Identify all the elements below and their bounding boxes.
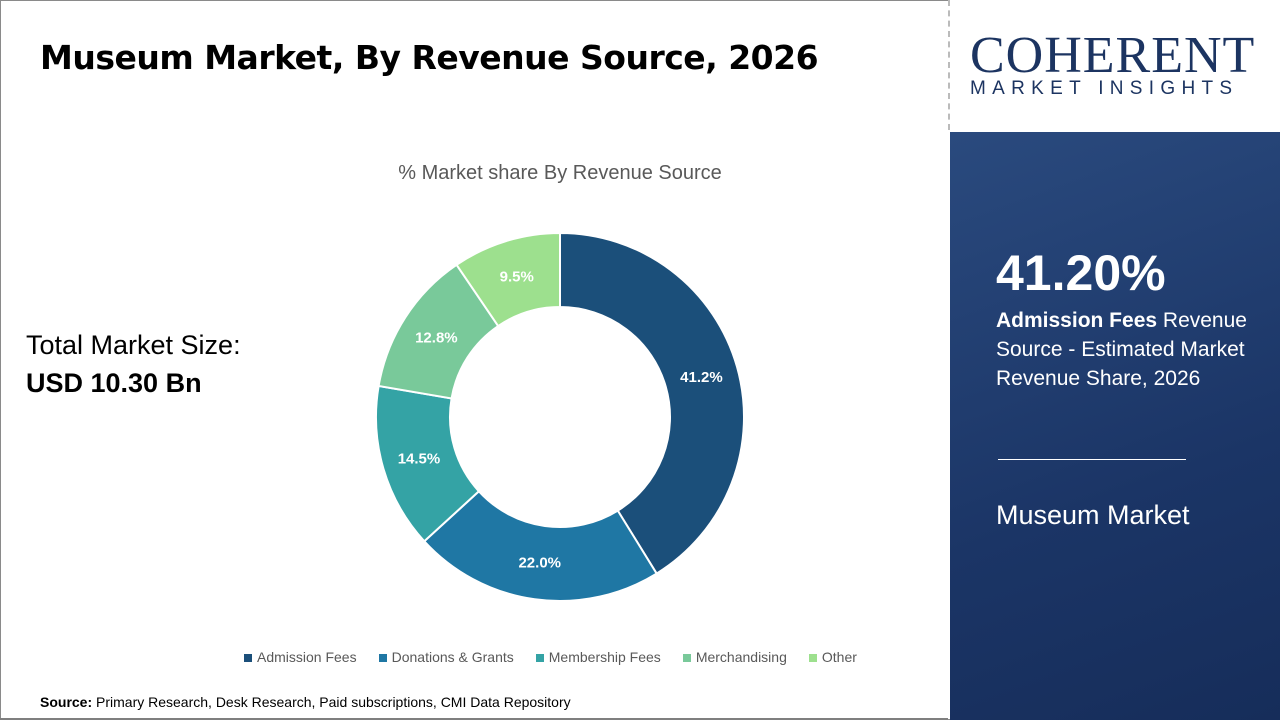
logo: COHERENT MARKET INSIGHTS bbox=[950, 0, 1280, 132]
data-label: 14.5% bbox=[398, 450, 441, 467]
page-title: Museum Market, By Revenue Source, 2026 bbox=[40, 38, 819, 77]
slice-donations-grants bbox=[422, 489, 659, 602]
legend-swatch bbox=[244, 654, 252, 662]
highlight-desc-text: Revenue Source - Estimated Market Revenu… bbox=[996, 309, 1247, 390]
highlight-segment: Admission Fees bbox=[996, 309, 1158, 332]
legend-item: Other bbox=[808, 649, 857, 665]
chart-title: % Market share By Revenue Source bbox=[398, 162, 722, 184]
data-label: 22.0% bbox=[518, 555, 561, 572]
panel-divider bbox=[998, 459, 1186, 460]
legend-item: Donations & Grants bbox=[378, 649, 514, 665]
source-text: Primary Research, Desk Research, Paid su… bbox=[92, 694, 571, 710]
logo-brand: COHERENT bbox=[970, 27, 1256, 84]
donut-chart: 41.2% 22.0% 14.5% 12.8% 9.5% bbox=[375, 231, 745, 602]
bottom-line bbox=[0, 718, 948, 720]
market-name: Museum Market bbox=[996, 500, 1190, 530]
source-note: Source: Primary Research, Desk Research,… bbox=[40, 694, 571, 710]
legend-swatch bbox=[682, 654, 691, 662]
total-label: Total Market Size: bbox=[26, 330, 241, 360]
slice-other bbox=[455, 231, 561, 328]
legend-swatch bbox=[378, 654, 387, 662]
highlight-description: Admission Fees Revenue Source - Estimate… bbox=[996, 306, 1266, 393]
legend-label: Merchandising bbox=[695, 649, 787, 665]
legend-item: Merchandising bbox=[682, 649, 787, 665]
legend-label: Admission Fees bbox=[257, 649, 357, 665]
legend-item: Admission Fees bbox=[244, 649, 357, 665]
data-label: 12.8% bbox=[415, 329, 458, 346]
source-label: Source: bbox=[40, 694, 93, 710]
legend-item: Membership Fees bbox=[535, 649, 661, 665]
highlight-panel: 41.20% Admission Fees Revenue Source - E… bbox=[950, 132, 1280, 720]
total-value: USD 10.30 Bn bbox=[26, 368, 202, 398]
legend-swatch bbox=[535, 654, 544, 662]
logo-tagline: MARKET INSIGHTS bbox=[970, 78, 1239, 99]
highlight-percent: 41.20% bbox=[996, 245, 1166, 301]
legend-label: Membership Fees bbox=[548, 649, 661, 665]
data-label: 9.5% bbox=[500, 268, 534, 285]
legend: Admission Fees Donations & Grants Membersh… bbox=[244, 649, 857, 665]
data-label: 41.2% bbox=[680, 369, 723, 386]
legend-label: Other bbox=[821, 649, 857, 665]
legend-label: Donations & Grants bbox=[391, 649, 514, 665]
legend-swatch bbox=[808, 654, 817, 662]
total-market-size: Total Market Size: USD 10.30 Bn bbox=[26, 326, 241, 402]
divider bbox=[948, 0, 950, 130]
slice-admission-fees bbox=[559, 231, 745, 575]
